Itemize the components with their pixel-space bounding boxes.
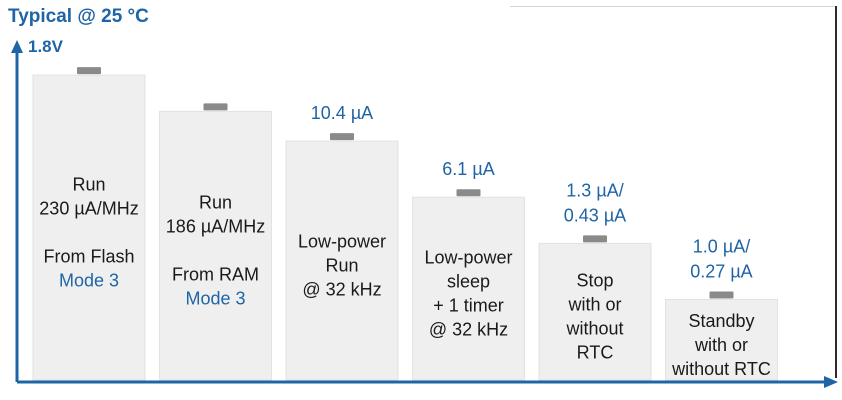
bar-description-line: Standby	[688, 311, 754, 331]
bar-4	[412, 196, 525, 381]
bar-description-line: 230 µA/MHz	[39, 199, 138, 219]
bar-description-line: From RAM	[172, 265, 259, 285]
chart-title: Typical @ 25 °C	[8, 6, 149, 27]
bar-value-label: 0.43 µA	[564, 205, 626, 225]
bar-cap-2	[203, 103, 228, 111]
bar-description-line: Mode 3	[185, 289, 245, 309]
frame-right-rule	[835, 6, 837, 378]
bar-description-line: @ 32 kHz	[302, 280, 381, 300]
frame-top-rule	[510, 6, 836, 7]
bar-cap-1	[77, 67, 101, 75]
bar-description-line: without RTC	[671, 359, 771, 379]
bar-value-label: 0.27 µA	[690, 262, 752, 282]
bar-1	[32, 74, 146, 381]
bar-6	[665, 299, 778, 381]
bar-value-label: 1.0 µA/	[693, 237, 750, 257]
bar-description-line: without	[565, 319, 623, 339]
bars-group: Run 230 µA/MHz From Flash Mode 3 Run 186 µA/M…	[32, 67, 778, 381]
bar-description-line: Low-power	[424, 248, 512, 268]
bar-5	[538, 242, 652, 381]
bar-value-label: 10.4 µA	[311, 103, 373, 123]
bar-cap-5	[583, 235, 607, 243]
bar-description-line: @ 32 kHz	[429, 320, 508, 340]
bar-2	[159, 110, 272, 381]
bar-cap-6	[709, 291, 734, 299]
bar-3	[285, 140, 399, 381]
bar-description-line: + 1 timer	[433, 296, 504, 316]
bar-value-label: 6.1 µA	[442, 159, 494, 179]
bar-description-line: with or	[694, 335, 748, 355]
y-axis-label: 1.8V	[28, 37, 64, 56]
bar-description-line: Run	[325, 256, 358, 276]
bar-value-label: 1.3 µA/	[566, 180, 623, 200]
bar-cap-4	[456, 189, 481, 197]
bar-description-line: sleep	[447, 272, 490, 292]
bar-description-line: with or	[567, 295, 621, 315]
bar-description-line: 186 µA/MHz	[166, 217, 265, 237]
bar-description-line: Stop	[576, 271, 613, 291]
x-axis-arrow	[824, 376, 838, 388]
bar-description-line: From Flash	[43, 247, 134, 267]
bar-description-line: RTC	[577, 343, 614, 363]
y-axis-arrow	[11, 40, 23, 53]
bar-description-line: Mode 3	[59, 271, 119, 291]
bar-cap-3	[330, 133, 354, 141]
bar-description-line: Run	[72, 175, 105, 195]
bar-description-line: Run	[199, 193, 232, 213]
bar-description-line: Low-power	[298, 232, 386, 252]
